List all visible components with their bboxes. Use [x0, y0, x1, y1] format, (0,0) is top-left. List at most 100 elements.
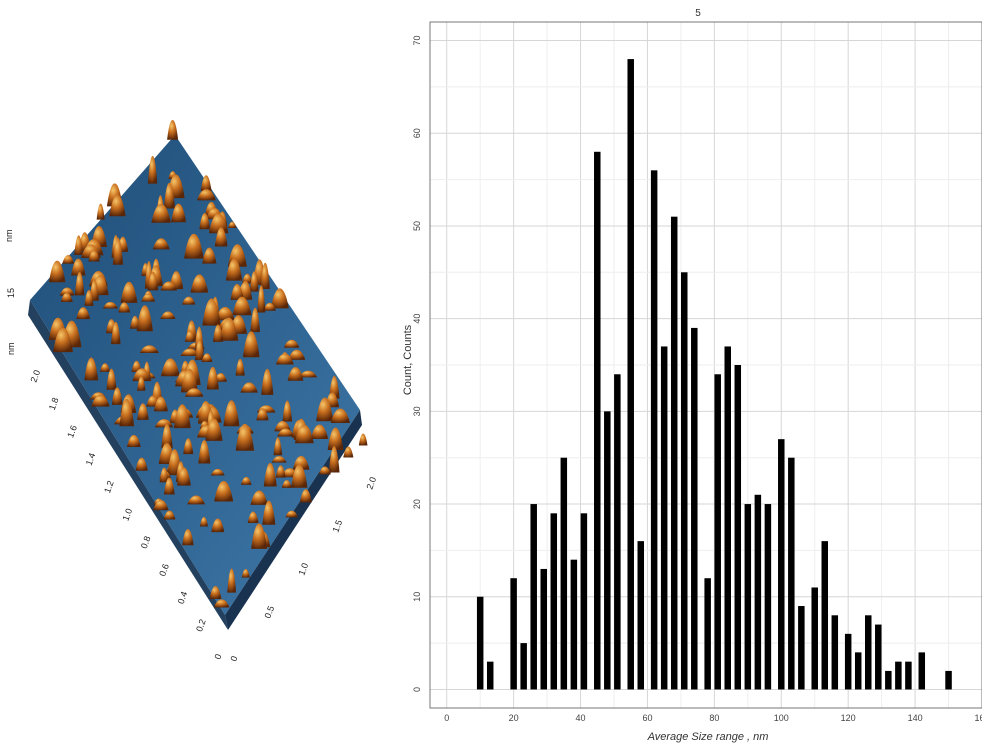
afm-surface-image: 2.0 1.8 1.6 1.4 1.2 1.0 0.8 0.6 0.4 0.2 0 0 0.5 1.0 1… — [4, 120, 378, 663]
afm-grain — [187, 495, 206, 505]
afm-grain — [163, 510, 176, 520]
afm-grain — [271, 455, 287, 463]
histogram-bar — [754, 494, 762, 690]
afm-grain — [343, 446, 354, 458]
histogram-bar — [614, 374, 621, 690]
afm-grain — [102, 301, 119, 309]
afm-grain — [215, 306, 235, 321]
histogram-bar — [844, 633, 852, 690]
afm-y-tick-label: 1.2 — [102, 479, 116, 494]
afm-grain — [154, 419, 174, 428]
plot-frame — [429, 21, 982, 709]
afm-grain — [200, 175, 212, 192]
afm-grain — [111, 321, 121, 345]
afm-grain — [327, 427, 344, 450]
afm-grain — [241, 568, 250, 578]
afm-x-tick-label: 1.0 — [296, 562, 310, 577]
afm-grain — [262, 500, 276, 525]
afm-z-label-top: nm — [4, 229, 14, 242]
afm-grain — [135, 457, 148, 471]
afm-grain — [153, 499, 169, 511]
afm-grain — [74, 271, 85, 296]
histogram-bar — [530, 504, 537, 690]
histogram-bar — [744, 504, 752, 690]
afm-substrate-edge — [28, 300, 228, 630]
afm-grain — [288, 349, 306, 360]
afm-y-tick-label: 0.4 — [176, 590, 190, 605]
afm-grain — [62, 255, 75, 264]
afm-grain — [316, 397, 334, 422]
afm-grain — [223, 400, 240, 427]
afm-grain — [160, 311, 176, 320]
afm-grain — [120, 281, 138, 303]
afm-grain — [53, 327, 73, 353]
afm-grain — [212, 324, 224, 342]
histogram-bar — [704, 578, 711, 690]
afm-grain — [275, 465, 286, 478]
y-tick-label: 0 — [412, 687, 422, 692]
afm-grain — [228, 221, 237, 228]
histogram-bar — [570, 559, 578, 690]
afm-grain — [99, 363, 111, 372]
afm-grain — [250, 490, 268, 505]
afm-grain — [277, 428, 295, 437]
histogram-bar — [681, 272, 688, 690]
afm-grain — [153, 396, 168, 412]
afm-grain — [177, 467, 191, 486]
afm-grain — [290, 464, 308, 488]
x-tick-labels: 0 20 40 60 80 100 120 140 160 — [444, 713, 982, 723]
y-tick-labels: 0 10 20 30 40 50 60 70 — [412, 36, 422, 692]
histogram-bar — [560, 457, 568, 690]
afm-grain — [126, 434, 141, 448]
histogram-bar — [811, 587, 818, 690]
afm-grain — [287, 366, 304, 381]
afm-grain — [211, 518, 225, 533]
x-tick-label: 20 — [509, 713, 519, 723]
afm-grain — [209, 585, 222, 599]
afm-grain — [48, 260, 66, 283]
afm-grain — [232, 296, 252, 316]
afm-grain — [328, 446, 340, 473]
afm-y-tick-label: 1.4 — [84, 452, 98, 467]
afm-grain — [282, 400, 293, 422]
afm-grain — [210, 468, 225, 476]
chart-title: 5 — [695, 8, 701, 19]
afm-grain — [180, 368, 198, 393]
afm-grain — [213, 599, 230, 608]
afm-grain — [310, 424, 329, 439]
afm-grain — [199, 212, 211, 230]
afm-grains — [48, 120, 368, 608]
afm-x-axis-labels: 0 0.5 1.0 1.5 2.0 — [228, 476, 378, 663]
afm-grain — [109, 194, 126, 217]
afm-grain — [163, 477, 175, 495]
afm-grain — [206, 366, 219, 390]
histogram-bar — [885, 670, 892, 690]
afm-grain — [159, 467, 169, 483]
afm-grain — [260, 262, 270, 289]
afm-grain — [196, 189, 216, 201]
afm-grain — [330, 408, 351, 423]
histogram-bar — [594, 151, 601, 690]
afm-x-tick-label: 1.5 — [330, 519, 344, 534]
afm-grain — [137, 376, 146, 391]
afm-grain — [160, 358, 180, 377]
afm-grain — [171, 203, 187, 223]
afm-x-tick-label: 2.0 — [364, 476, 378, 491]
histogram-bar — [788, 457, 795, 690]
afm-grain — [91, 394, 110, 407]
afm-grain — [84, 357, 99, 381]
y-tick-label: 10 — [412, 592, 422, 602]
afm-grain — [84, 289, 94, 306]
afm-grain — [96, 203, 105, 220]
afm-grain — [139, 345, 159, 354]
afm-grain — [141, 293, 156, 302]
afm-grain — [299, 489, 312, 503]
histogram-bar — [520, 643, 527, 690]
afm-grain — [214, 480, 234, 502]
x-tick-label: 140 — [908, 713, 923, 723]
afm-grain — [161, 423, 173, 449]
afm-z-label-mid: 15 — [6, 288, 16, 298]
afm-grain — [132, 368, 152, 382]
